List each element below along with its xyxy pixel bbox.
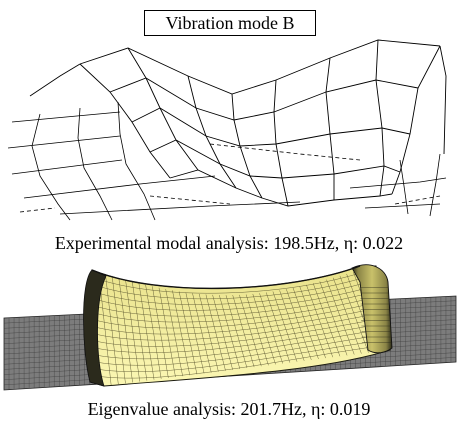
experimental-caption: Experimental modal analysis: 198.5Hz, η:… [54,233,404,253]
eigenvalue-mode-shape-mesh [3,264,457,391]
reference-dashed-lines [19,143,441,213]
eigenvalue-caption: Eigenvalue analysis: 201.7Hz, η: 0.019 [87,399,371,419]
deformed-mesh [29,39,447,207]
deformed-panel [83,264,393,387]
experimental-mode-shape-wireframe [7,39,447,221]
undeformed-grid [7,101,447,221]
figure-title: Vibration mode B [144,10,316,36]
